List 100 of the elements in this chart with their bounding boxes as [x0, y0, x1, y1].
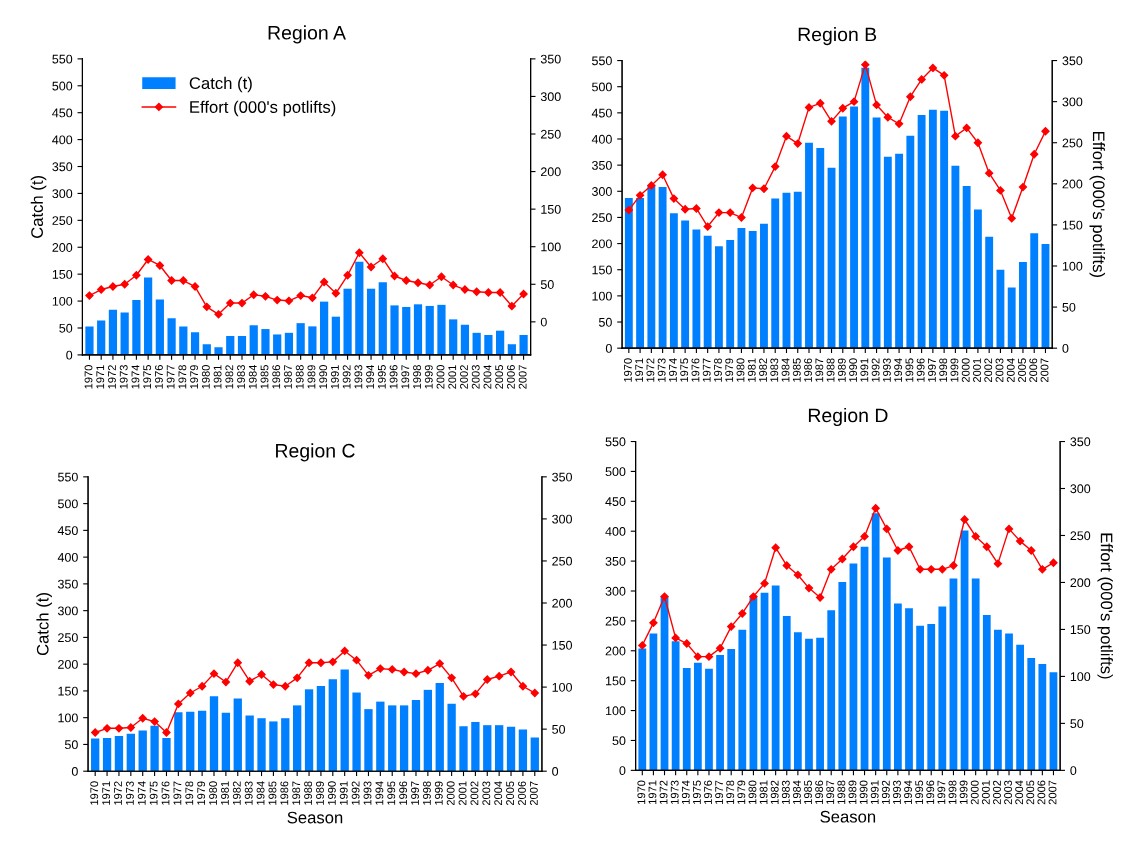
bar	[1016, 644, 1025, 771]
y-tick-label: 150	[52, 269, 73, 279]
point	[249, 290, 258, 299]
x-tick-label: 1970	[623, 358, 632, 382]
x-tick-label: 1987	[815, 358, 824, 382]
point	[904, 542, 914, 551]
point	[237, 298, 247, 308]
x-tick-label: 1975	[680, 358, 689, 382]
bar	[296, 323, 305, 355]
y-tick-label: 300	[605, 586, 626, 596]
bar	[331, 316, 340, 355]
point	[340, 646, 349, 656]
y2-tick-label: 300	[1062, 97, 1083, 107]
x-tick-label: 1990	[849, 358, 858, 382]
bar	[658, 187, 667, 349]
bar	[413, 304, 423, 355]
point	[804, 103, 814, 112]
bar	[938, 606, 947, 771]
y2-tick-label: 0	[552, 767, 559, 776]
y2-tick-label: 100	[1062, 261, 1083, 271]
point	[1038, 565, 1047, 574]
bar	[496, 330, 505, 355]
x-tick-label: 2002	[460, 365, 468, 389]
point	[827, 565, 836, 574]
y-tick-label: 550	[57, 472, 78, 482]
x-tick-label: 1977	[166, 365, 175, 389]
x-tick-label: 1975	[149, 781, 158, 805]
x-tick-label: 2005	[1026, 780, 1035, 805]
x-tick-label: 1994	[894, 358, 903, 382]
x-tick-label: 1978	[185, 781, 194, 805]
x-tick-label: 2006	[1037, 780, 1046, 805]
point	[737, 213, 746, 222]
x-tick-label: 2001	[981, 780, 990, 805]
bar	[530, 737, 539, 772]
bar	[186, 711, 195, 772]
point	[97, 285, 106, 294]
point	[411, 669, 421, 678]
x-tick-label: 2004	[1006, 358, 1015, 383]
point	[993, 559, 1003, 568]
y-tick-label: 500	[592, 82, 612, 92]
y2-tick-label: 50	[540, 280, 554, 289]
y-tick-label: 550	[592, 56, 612, 66]
bar	[1007, 287, 1016, 349]
bar	[1005, 633, 1013, 771]
bar	[114, 735, 124, 772]
point	[143, 255, 153, 264]
x-tick-label: 1989	[837, 358, 846, 382]
x-tick-label: 1982	[759, 358, 767, 382]
bar	[378, 282, 387, 355]
bar	[293, 705, 302, 772]
y2-tick-label: 150	[541, 204, 561, 214]
x-tick-label: 1974	[668, 358, 677, 382]
bar	[705, 668, 713, 771]
x-tick-label: 1989	[307, 365, 316, 389]
x-tick-label: 2006	[518, 781, 526, 806]
bar	[471, 721, 480, 772]
point	[669, 194, 679, 203]
x-tick-label: 1974	[137, 781, 146, 805]
point	[927, 565, 936, 574]
x-tick-label: 1983	[770, 358, 779, 382]
y-tick-label: 200	[605, 646, 626, 656]
bar	[882, 557, 891, 771]
y2-tick-label: 150	[552, 640, 573, 650]
point	[308, 293, 317, 302]
point	[1018, 182, 1028, 192]
x-tick-label: 1996	[389, 365, 398, 389]
point	[771, 162, 780, 171]
point	[849, 97, 859, 106]
bar	[905, 608, 913, 771]
point	[257, 670, 266, 679]
bar	[120, 312, 129, 355]
x-tick-label: 2002	[993, 780, 1001, 805]
point	[893, 546, 903, 555]
y2-tick-label: 300	[552, 514, 573, 524]
y-tick-label: 500	[57, 499, 78, 509]
bar	[85, 326, 94, 355]
bar	[771, 585, 780, 771]
x-tick-label: 2005	[506, 781, 515, 806]
point	[906, 92, 915, 101]
point	[447, 673, 456, 682]
x-tick-label: 1970	[84, 365, 93, 389]
x-tick-label: 1970	[637, 780, 646, 804]
y-tick-label: 50	[64, 740, 78, 750]
x-tick-label: 1984	[248, 364, 257, 389]
bar	[233, 698, 242, 772]
point	[928, 63, 937, 73]
point	[1041, 127, 1050, 136]
x-tick-label: 1976	[154, 365, 163, 389]
point	[530, 688, 539, 698]
y-tick-label: 300	[52, 189, 73, 199]
x-tick-label: 1989	[316, 781, 324, 805]
point	[495, 288, 505, 297]
chart-title: Region B	[798, 27, 877, 46]
x-tick-label: 1977	[702, 358, 711, 382]
bar	[985, 236, 994, 349]
point	[245, 677, 254, 686]
bar	[816, 637, 824, 771]
bar	[328, 679, 337, 772]
x-tick-label: 1973	[657, 358, 666, 382]
point	[209, 669, 219, 678]
